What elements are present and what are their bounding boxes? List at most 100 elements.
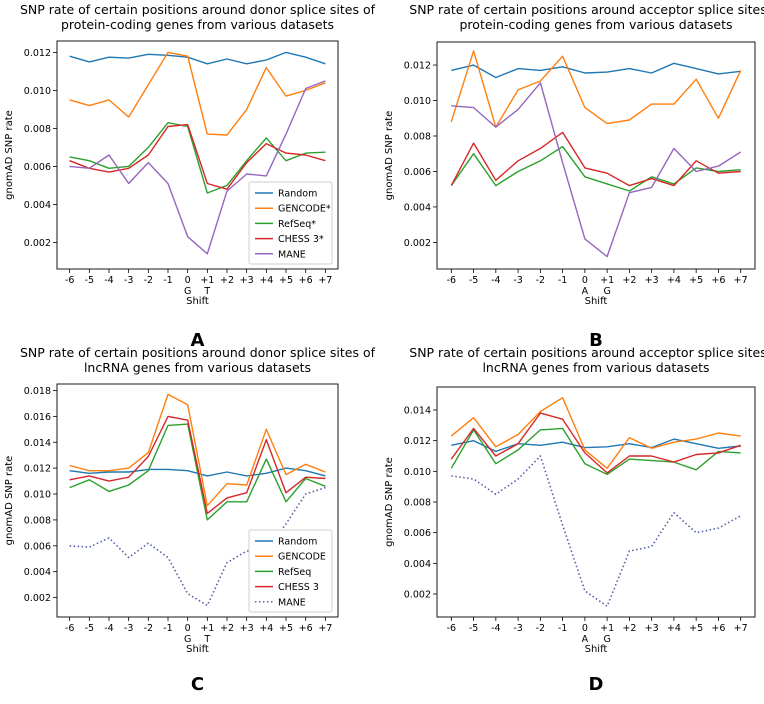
panel-d-y-tick-label: 0.014: [404, 406, 431, 417]
panel-c-plot-frame: [56, 383, 339, 618]
panel-a-series-line-mane: [69, 80, 326, 255]
panel-a-legend-label: MANE: [278, 249, 306, 260]
panel-c-y-tick-label: 0.002: [24, 593, 51, 604]
panel-b-x-axis-label: Shift: [585, 296, 608, 307]
panel-a-series-line-random: [69, 51, 326, 65]
panel-d-series-line-refseq: [450, 427, 741, 476]
panel-b-title-line: protein-coding genes from various datase…: [460, 17, 733, 32]
panel-c-y-axis-label: gnomAD SNP rate: [4, 456, 15, 546]
panel-b-x-tick-label: +4: [667, 275, 681, 286]
panel-a-legend-label: GENCODE*: [278, 204, 331, 215]
panel-a-x-tick-label: -2: [144, 275, 153, 286]
panel-label-a: A: [191, 330, 205, 351]
panel-a-y-tick-label: 0.012: [24, 48, 51, 59]
panel-d-x-sub-label: A: [582, 634, 589, 645]
panel-c-x-axis-label: Shift: [186, 644, 209, 655]
panel-d-x-tick-label: -3: [513, 623, 522, 634]
panel-b-x-tick-label: +6: [711, 275, 725, 286]
panel-d-x-axis-label: Shift: [585, 644, 608, 655]
panel-a-x-sub-label: T: [203, 286, 210, 297]
panel-d-plot-frame: [436, 386, 756, 618]
panel-c-x-tick-label: +4: [259, 623, 273, 634]
panel-a-x-tick-label: +7: [318, 275, 332, 286]
panel-c-series-line-refseq: [69, 423, 326, 521]
panel-b-title-line: SNP rate of certain positions around acc…: [409, 2, 764, 17]
panel-b-x-tick-label: +1: [600, 275, 614, 286]
panel-a-y-tick-label: 0.004: [24, 200, 51, 211]
panel-a-x-tick-label: -1: [163, 275, 172, 286]
panel-a-legend: Random GENCODE* RefSeq* CHESS 3* MANE: [248, 181, 333, 265]
panel-c-x-tick-label: -5: [85, 623, 94, 634]
panel-a-x-tick-label: +2: [220, 275, 234, 286]
panel-d-x-sub-label: G: [603, 634, 610, 645]
panel-c-y-tick-label: 0.004: [24, 567, 51, 578]
panel-label-c: C: [191, 674, 204, 695]
panel-d-series-line-chess-3: [450, 412, 741, 474]
panel-b-x-tick-label: +5: [689, 275, 703, 286]
panel-b-plot-frame: [436, 41, 756, 270]
panel-c-x-tick-label: -4: [104, 623, 113, 634]
panel-c-series-line-gencode: [69, 393, 326, 507]
panel-a-y-axis-label: gnomAD SNP rate: [4, 110, 15, 200]
panel-a-x-tick-label: +5: [279, 275, 293, 286]
panel-b-y-tick-label: 0.004: [404, 202, 431, 213]
panel-b-x-tick-label: -6: [447, 275, 456, 286]
panel-a-x-sub-label: G: [184, 286, 191, 297]
panel-d-x-tick-label: +5: [689, 623, 703, 634]
panel-b-x-tick-label: +3: [645, 275, 659, 286]
panel-b-x-tick-label: -3: [513, 275, 522, 286]
panel-c-x-tick-label: -1: [163, 623, 172, 634]
panel-a-series-line-refseq: [69, 121, 326, 194]
panel-b-series-line-chess-3: [450, 131, 741, 187]
panel-c-y-tick-label: 0.018: [24, 386, 51, 397]
panel-b-series-line-random: [451, 62, 741, 79]
panel-c-legend: Random GENCODE RefSeq CHESS 3 MANE: [248, 529, 333, 613]
panel-c-x-tick-label: -2: [144, 623, 153, 634]
panel-d-y-axis-label: gnomAD SNP rate: [384, 457, 395, 547]
panel-d-chart-title: SNP rate of certain positions around acc…: [409, 345, 764, 375]
panel-d-title-line: lncRNA genes from various datasets: [482, 360, 709, 375]
panel-c-x-tick-label: +1: [200, 623, 214, 634]
panel-b-y-tick-label: 0.012: [404, 61, 431, 72]
panel-b-x-tick-label: -1: [558, 275, 567, 286]
panel-a-y-tick-label: 0.010: [24, 86, 51, 97]
panel-c-x-tick-label: +7: [318, 623, 332, 634]
panel-d-title-line: SNP rate of certain positions around acc…: [409, 345, 764, 360]
panel-label-d: D: [589, 674, 604, 695]
panel-b-x-tick-label: -2: [536, 275, 545, 286]
panel-c-x-tick-label: +5: [279, 623, 293, 634]
panel-d-y-tick-label: 0.012: [404, 436, 431, 447]
panel-b-y-tick-label: 0.010: [404, 96, 431, 107]
panel-b-series-line-refseq: [450, 145, 741, 192]
panel-c-legend-label: RefSeq: [278, 567, 311, 578]
panel-d-y-tick-label: 0.008: [404, 498, 431, 509]
panel-a-x-tick-label: +3: [240, 275, 254, 286]
panel-a-legend-label: Random: [278, 189, 317, 200]
panel-d-x-tick-label: +7: [734, 623, 748, 634]
panel-a-x-tick-label: -3: [124, 275, 133, 286]
panel-c-y-tick-label: 0.014: [24, 438, 51, 449]
panel-d-y-tick-label: 0.006: [404, 528, 431, 539]
panel-b-x-tick-label: -4: [491, 275, 500, 286]
panel-a-legend-label: RefSeq*: [278, 219, 316, 230]
panel-d-x-tick-label: +2: [622, 623, 636, 634]
panel-d-series-line-gencode: [450, 397, 741, 469]
panel-c-title-line: SNP rate of certain positions around don…: [20, 345, 376, 360]
panel-b-chart-title: SNP rate of certain positions around acc…: [409, 2, 764, 32]
panel-d-x-tick-label: -2: [536, 623, 545, 634]
panel-c-y-tick-label: 0.008: [24, 515, 51, 526]
panel-c-series-line-chess-3: [69, 415, 326, 515]
panel-a-y-tick-label: 0.002: [24, 238, 51, 249]
panel-d-x-tick-label: +4: [667, 623, 681, 634]
panel-a-x-tick-label: +4: [259, 275, 273, 286]
panel-c-x-tick-label: +6: [299, 623, 313, 634]
panel-a-title-line: protein-coding genes from various datase…: [61, 17, 334, 32]
panel-b-series-line-mane: [451, 82, 742, 258]
panel-d-x-tick-label: -1: [558, 623, 567, 634]
panel-d-x-tick-label: 0: [582, 623, 588, 634]
panel-b-y-tick-label: 0.006: [404, 167, 431, 178]
panel-d-series-line-random: [451, 438, 741, 453]
panel-c-legend-label: Random: [278, 537, 317, 548]
panel-label-b: B: [589, 330, 603, 351]
panel-a-x-tick-label: -5: [85, 275, 94, 286]
